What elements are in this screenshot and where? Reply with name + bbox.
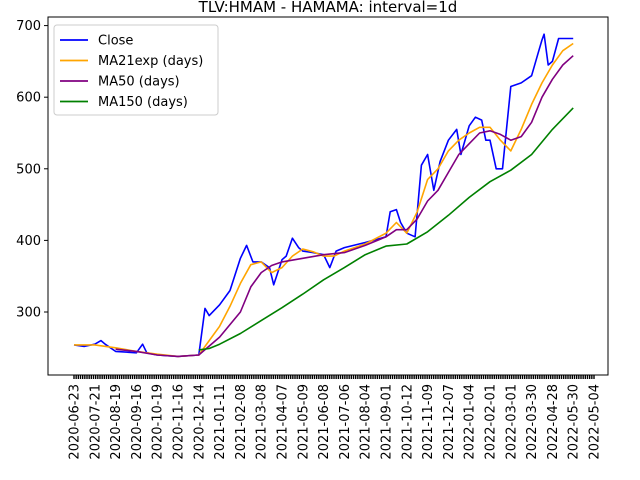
legend-label: Close <box>98 34 133 49</box>
series-line-ma50 <box>115 55 574 358</box>
y-tick-label: 700 <box>16 19 41 34</box>
y-axis: 300 400 500 600 700 <box>16 19 48 320</box>
x-tick-label: 2022-04-28 <box>546 384 561 460</box>
x-tick-label: 2020-10-19 <box>151 384 166 460</box>
legend-label: MA150 (days) <box>98 95 188 110</box>
x-tick-label: 2021-08-04 <box>359 384 374 460</box>
x-tick-label: 2022-05-30 <box>567 384 582 460</box>
y-tick-label: 500 <box>16 162 41 177</box>
y-tick-label: 400 <box>16 234 41 249</box>
x-tick-label: 2022-01-04 <box>463 384 478 460</box>
x-tick-label: 2020-11-16 <box>172 384 187 460</box>
x-tick-label: 2020-12-14 <box>192 384 207 460</box>
x-tick-label: 2021-05-09 <box>296 384 311 460</box>
legend-label: MA50 (days) <box>98 75 180 90</box>
x-tick-label: 2021-02-08 <box>234 384 249 460</box>
x-tick-label: 2022-03-01 <box>504 384 519 460</box>
y-tick-label: 600 <box>16 91 41 106</box>
x-tick-label: 2020-09-16 <box>130 384 145 460</box>
legend-label: MA21exp (days) <box>98 54 203 69</box>
x-tick-label: 2020-08-19 <box>109 384 124 460</box>
x-tick-label: 2021-07-06 <box>338 384 353 460</box>
x-tick-label: 2021-10-12 <box>400 384 415 460</box>
series-layer <box>73 33 574 358</box>
x-tick-label: 2021-01-11 <box>213 384 228 460</box>
x-tick-label: 2020-07-21 <box>88 384 103 460</box>
series-line-ma21exp <box>74 42 574 358</box>
x-tick-label: 2021-12-07 <box>442 384 457 460</box>
y-tick-label: 300 <box>16 305 41 320</box>
chart-title: TLV:HMAM - HAMAMA: interval=1d <box>198 0 458 16</box>
legend: Close MA21exp (days) MA50 (days) MA150 (day… <box>53 24 219 116</box>
x-tick-label: 2022-03-30 <box>525 384 540 460</box>
x-tick-label: 2021-06-08 <box>317 384 332 460</box>
x-tick-label: 2022-05-04 <box>588 384 603 460</box>
series-line-ma150 <box>198 107 574 351</box>
x-axis: 2020-06-23 2020-07-21 2020-08-19 2020-09-16… <box>68 375 603 460</box>
x-tick-label: 2021-09-01 <box>380 384 395 460</box>
x-tick-label: 2021-04-07 <box>276 384 291 460</box>
legend-box <box>53 24 219 116</box>
x-tick-label: 2021-11-09 <box>421 384 436 460</box>
x-tick-label: 2022-02-01 <box>484 384 499 460</box>
x-tick-label: 2021-03-08 <box>255 384 270 460</box>
x-tick-label: 2020-06-23 <box>68 384 83 460</box>
